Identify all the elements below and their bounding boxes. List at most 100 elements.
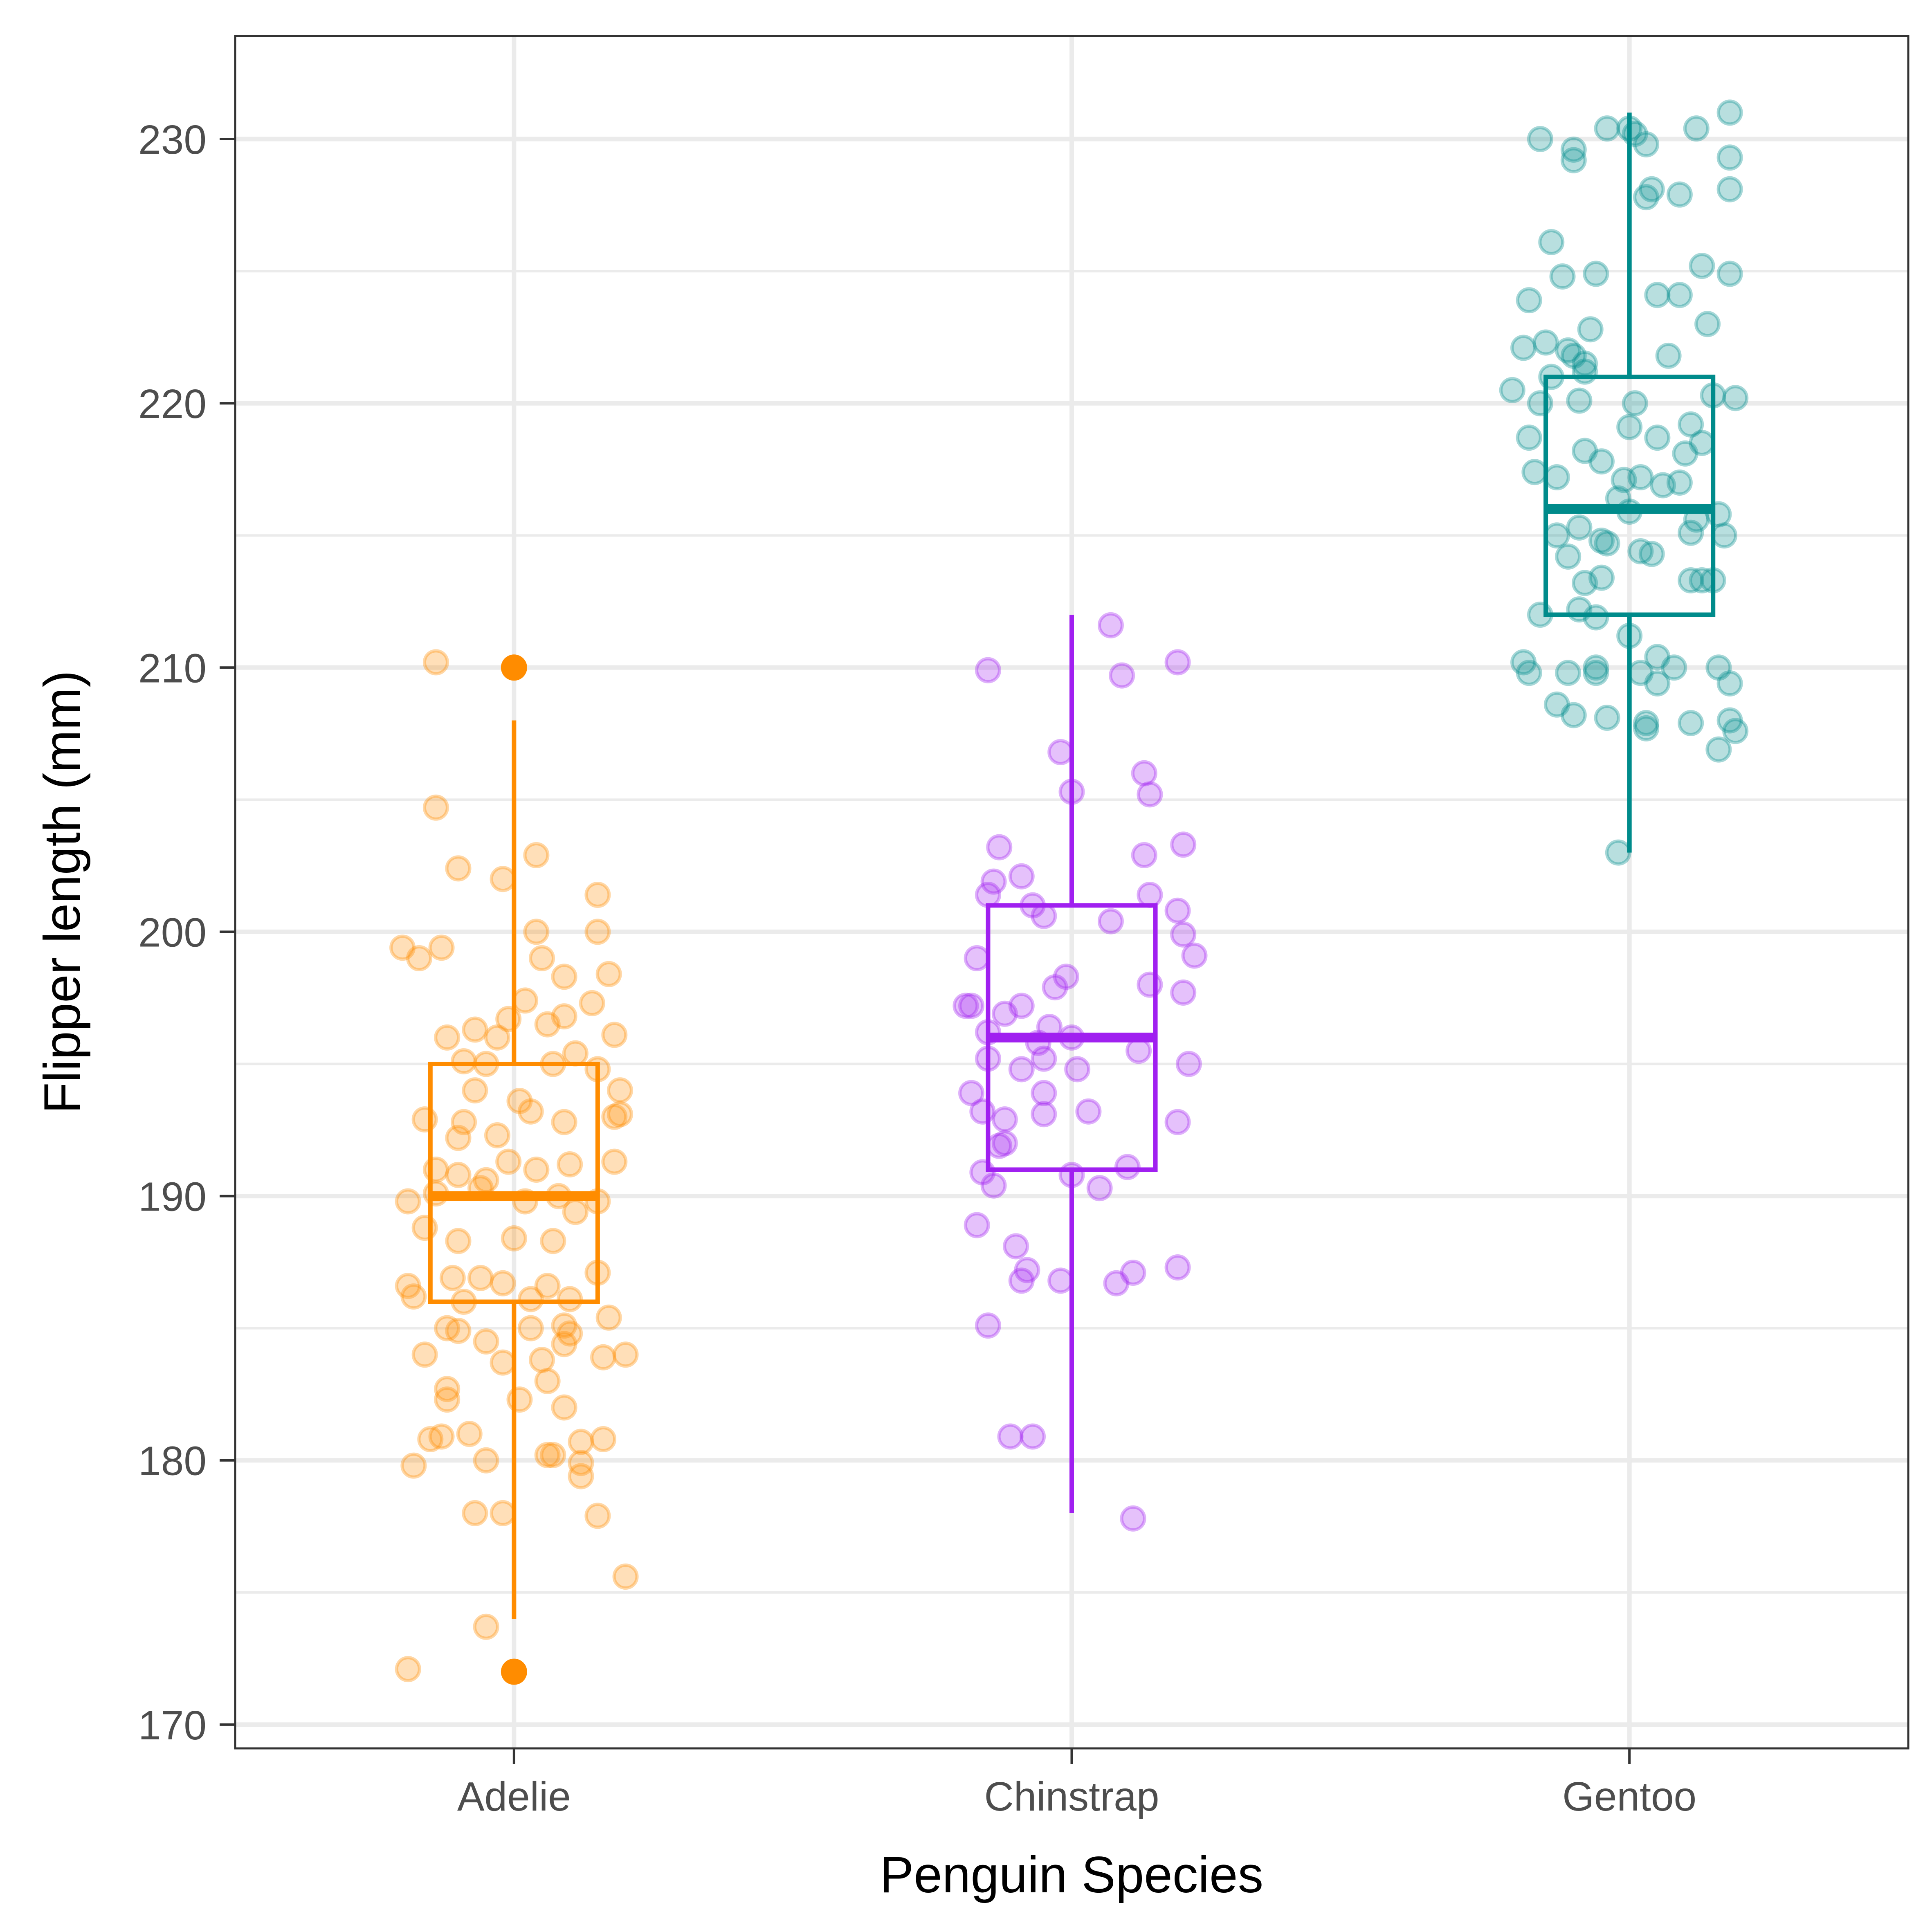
data-point-gentoo — [1611, 467, 1637, 493]
data-point-adelie — [534, 1442, 561, 1468]
data-point-chinstrap — [980, 868, 1007, 895]
data-point-gentoo — [1555, 543, 1582, 570]
data-point-chinstrap — [1014, 1257, 1040, 1283]
data-point-adelie — [551, 1109, 577, 1135]
data-point-chinstrap — [975, 1312, 1001, 1339]
data-point-gentoo — [1516, 660, 1542, 686]
data-point-adelie — [467, 1265, 494, 1291]
data-point-adelie — [389, 935, 416, 961]
data-point-gentoo — [1705, 736, 1732, 763]
box-series — [428, 112, 1716, 1685]
data-point-adelie — [484, 1024, 510, 1051]
data-point-adelie — [395, 1188, 421, 1215]
data-point-adelie — [428, 935, 455, 961]
data-point-chinstrap — [991, 1000, 1018, 1027]
y-tick-label: 210 — [138, 645, 207, 691]
data-point-adelie — [557, 1151, 583, 1178]
data-point-gentoo — [1633, 715, 1660, 741]
data-point-gentoo — [1560, 702, 1587, 728]
x-axis-title: Penguin Species — [880, 1847, 1263, 1903]
y-tick-label: 230 — [138, 117, 207, 163]
data-point-gentoo — [1527, 126, 1553, 152]
data-point-chinstrap — [1109, 662, 1135, 689]
data-point-gentoo — [1678, 411, 1704, 438]
data-point-adelie — [562, 1199, 589, 1225]
data-point-adelie — [422, 649, 449, 676]
data-point-chinstrap — [975, 657, 1001, 683]
data-point-gentoo — [1605, 839, 1631, 866]
data-point-gentoo — [1716, 707, 1743, 734]
data-point-chinstrap — [1114, 1154, 1141, 1180]
data-point-adelie — [584, 919, 611, 945]
data-point-adelie — [517, 1315, 544, 1341]
data-point-chinstrap — [1086, 1175, 1113, 1202]
data-point-gentoo — [1716, 176, 1743, 202]
data-point-gentoo — [1583, 604, 1609, 631]
data-point-gentoo — [1594, 530, 1620, 557]
data-point-adelie — [551, 964, 577, 990]
data-point-adelie — [551, 1003, 577, 1030]
data-point-adelie — [534, 1273, 561, 1299]
y-tick-label: 180 — [138, 1438, 207, 1484]
data-point-chinstrap — [1170, 979, 1197, 1006]
data-point-chinstrap — [1170, 921, 1197, 948]
data-point-chinstrap — [1131, 842, 1157, 869]
data-point-adelie — [445, 1161, 472, 1188]
data-point-adelie — [557, 1286, 583, 1312]
x-tick-label: Chinstrap — [984, 1774, 1159, 1820]
data-point-adelie — [534, 1368, 561, 1394]
data-point-gentoo — [1666, 282, 1693, 308]
data-point-adelie — [484, 1122, 510, 1148]
data-point-gentoo — [1622, 390, 1648, 417]
data-point-adelie — [601, 1103, 628, 1130]
data-point-chinstrap — [1137, 881, 1163, 908]
data-point-gentoo — [1516, 425, 1542, 451]
data-point-chinstrap — [1031, 1080, 1057, 1106]
data-point-adelie — [601, 1148, 628, 1175]
data-point-adelie — [529, 945, 555, 972]
data-point-gentoo — [1594, 115, 1620, 142]
data-point-gentoo — [1627, 538, 1654, 564]
data-point-gentoo — [1644, 644, 1671, 670]
data-point-chinstrap — [953, 993, 979, 1019]
data-point-chinstrap — [986, 834, 1013, 860]
data-point-gentoo — [1716, 670, 1743, 697]
data-point-gentoo — [1666, 181, 1693, 208]
data-point-chinstrap — [991, 1130, 1018, 1157]
data-point-gentoo — [1543, 522, 1570, 549]
data-point-gentoo — [1633, 184, 1660, 211]
data-point-chinstrap — [997, 1423, 1024, 1450]
data-point-chinstrap — [969, 1098, 996, 1125]
data-point-adelie — [584, 1503, 611, 1529]
data-point-adelie — [529, 1347, 555, 1373]
data-point-chinstrap — [958, 1080, 985, 1106]
data-point-chinstrap — [1137, 781, 1163, 808]
data-point-adelie — [595, 961, 622, 987]
data-point-gentoo — [1583, 660, 1609, 686]
data-point-gentoo — [1588, 564, 1615, 591]
data-point-adelie — [540, 1442, 566, 1468]
data-point-gentoo — [1678, 567, 1704, 594]
data-point-adelie — [445, 1125, 472, 1151]
data-point-gentoo — [1521, 459, 1548, 485]
data-point-gentoo — [1543, 691, 1570, 718]
data-point-chinstrap — [1164, 1109, 1191, 1135]
data-point-gentoo — [1616, 414, 1643, 440]
data-point-adelie — [584, 881, 611, 908]
data-point-adelie — [406, 945, 433, 972]
data-point-chinstrap — [1031, 903, 1057, 929]
data-point-chinstrap — [1031, 1101, 1057, 1128]
data-point-adelie — [462, 1077, 488, 1104]
data-point-adelie — [462, 1500, 488, 1526]
data-point-adelie — [445, 1228, 472, 1254]
data-point-gentoo — [1627, 464, 1654, 491]
data-point-adelie — [451, 1109, 477, 1135]
data-point-gentoo — [1549, 263, 1576, 290]
data-point-gentoo — [1716, 261, 1743, 287]
outlier-point-adelie — [501, 654, 527, 681]
data-point-gentoo — [1678, 710, 1704, 736]
data-point-chinstrap — [1047, 739, 1074, 766]
data-point-chinstrap — [1120, 1259, 1146, 1286]
data-point-adelie — [557, 1320, 583, 1347]
box-gentoo — [1543, 375, 1716, 617]
